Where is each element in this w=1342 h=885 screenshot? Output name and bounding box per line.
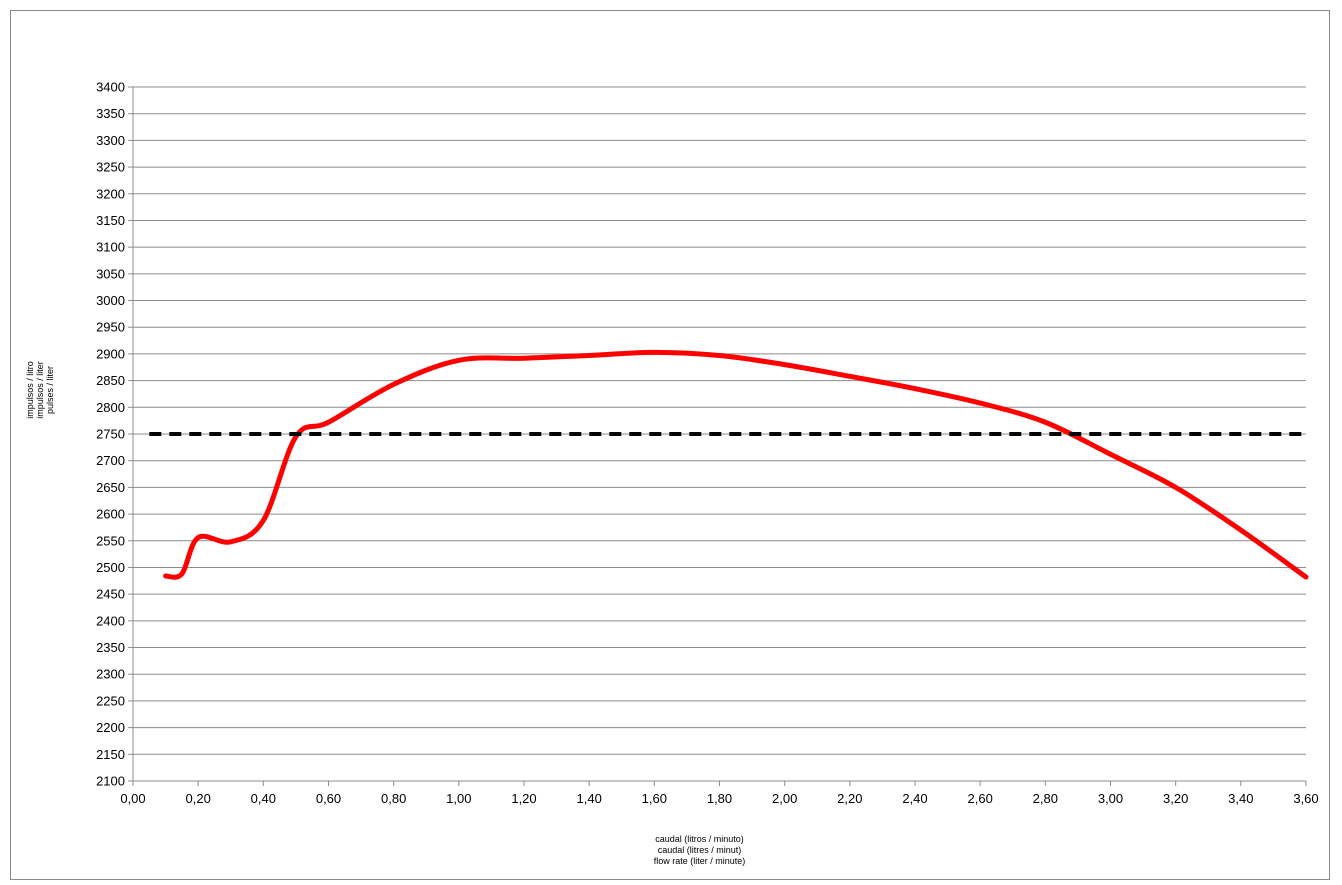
x-tick-label: 2,60 <box>968 791 993 806</box>
y-tick-label: 2550 <box>96 533 125 548</box>
gridlines <box>133 86 1306 755</box>
x-tick-label: 3,60 <box>1293 791 1318 806</box>
y-tick-label: 3100 <box>96 240 125 255</box>
x-tick-label: 2,20 <box>837 791 862 806</box>
x-axis-title-line: caudal (litres / minut) <box>658 845 742 855</box>
chart-frame <box>10 10 1330 880</box>
y-tick-label: 2900 <box>96 346 125 361</box>
x-axis-ticks: 0,00 0,20 0,40 0,60 0,80 1,00 1,20 1,40 1,60 1,80… <box>120 781 1319 806</box>
y-axis-title-line: impulsos / liter <box>35 361 45 419</box>
y-tick-label: 2600 <box>96 507 125 522</box>
y-tick-label: 2300 <box>96 667 125 682</box>
y-tick-label: 2800 <box>96 400 125 415</box>
y-tick-label: 2350 <box>96 640 125 655</box>
x-tick-label: 2,00 <box>772 791 797 806</box>
x-tick-label: 2,40 <box>902 791 927 806</box>
y-tick-label: 3400 <box>96 80 125 95</box>
series-line-0 <box>163 349 1309 580</box>
x-tick-label: 0,80 <box>381 791 406 806</box>
x-tick-label: 1,00 <box>446 791 471 806</box>
x-tick-label: 0,00 <box>120 791 145 806</box>
x-tick-label: 1,80 <box>707 791 732 806</box>
y-axis-ticks: 2100 2150 2200 2250 2300 2350 2400 2450 2500 2550… <box>96 80 133 789</box>
y-tick-label: 2200 <box>96 720 125 735</box>
y-tick-label: 2950 <box>96 320 125 335</box>
y-tick-label: 2450 <box>96 587 125 602</box>
x-axis-title: caudal (litros / minuto)caudal (litres /… <box>654 834 746 866</box>
y-axis-title: impulsos / litro impulsos / liter pulses /… <box>25 361 55 419</box>
y-tick-label: 2400 <box>96 613 125 628</box>
x-tick-label: 3,00 <box>1098 791 1123 806</box>
x-axis-title-line: caudal (litros / minuto) <box>655 834 744 844</box>
y-tick-label: 3300 <box>96 133 125 148</box>
y-tick-label: 2500 <box>96 560 125 575</box>
y-tick-label: 2750 <box>96 427 125 442</box>
y-tick-label: 3200 <box>96 186 125 201</box>
y-tick-label: 3250 <box>96 160 125 175</box>
y-tick-label: 3050 <box>96 266 125 281</box>
y-axis-title-line: pulses / liter <box>45 366 55 414</box>
x-tick-label: 3,20 <box>1163 791 1188 806</box>
x-tick-label: 1,20 <box>511 791 536 806</box>
y-tick-label: 2700 <box>96 453 125 468</box>
y-tick-label: 2650 <box>96 480 125 495</box>
x-tick-label: 1,60 <box>642 791 667 806</box>
y-tick-label: 3150 <box>96 213 125 228</box>
y-tick-label: 2850 <box>96 373 125 388</box>
y-tick-label: 3000 <box>96 293 125 308</box>
y-tick-label: 2250 <box>96 693 125 708</box>
x-axis-title-line: flow rate (liter / minute) <box>654 856 746 866</box>
x-tick-label: 2,80 <box>1033 791 1058 806</box>
y-tick-label: 3350 <box>96 106 125 121</box>
x-tick-label: 0,40 <box>251 791 276 806</box>
x-tick-label: 1,40 <box>577 791 602 806</box>
y-tick-label: 2100 <box>96 774 125 789</box>
x-tick-label: 0,20 <box>186 791 211 806</box>
x-tick-label: 3,40 <box>1228 791 1253 806</box>
series-group <box>149 349 1309 580</box>
y-axis-title-line: impulsos / litro <box>25 361 35 419</box>
y-tick-label: 2150 <box>96 747 125 762</box>
x-tick-label: 0,60 <box>316 791 341 806</box>
